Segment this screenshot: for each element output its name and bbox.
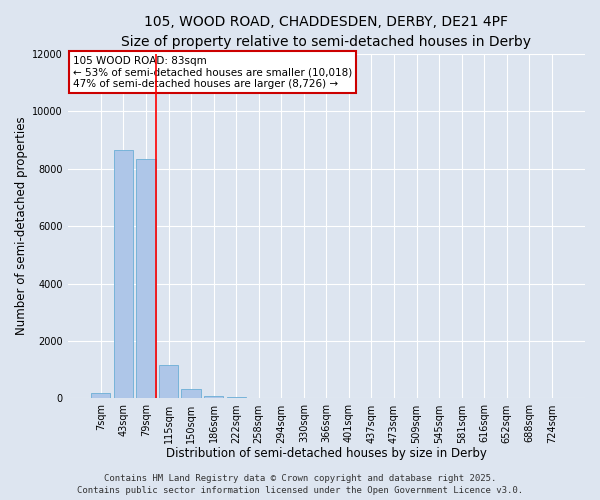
X-axis label: Distribution of semi-detached houses by size in Derby: Distribution of semi-detached houses by … — [166, 447, 487, 460]
Bar — [159, 366, 178, 398]
Text: Contains HM Land Registry data © Crown copyright and database right 2025.
Contai: Contains HM Land Registry data © Crown c… — [77, 474, 523, 495]
Bar — [204, 396, 223, 398]
Bar — [114, 150, 133, 398]
Bar — [227, 397, 246, 398]
Text: 105 WOOD ROAD: 83sqm
← 53% of semi-detached houses are smaller (10,018)
47% of s: 105 WOOD ROAD: 83sqm ← 53% of semi-detac… — [73, 56, 352, 89]
Bar — [181, 389, 200, 398]
Title: 105, WOOD ROAD, CHADDESDEN, DERBY, DE21 4PF
Size of property relative to semi-de: 105, WOOD ROAD, CHADDESDEN, DERBY, DE21 … — [121, 15, 532, 48]
Bar — [136, 158, 155, 398]
Bar — [91, 392, 110, 398]
Y-axis label: Number of semi-detached properties: Number of semi-detached properties — [15, 117, 28, 336]
